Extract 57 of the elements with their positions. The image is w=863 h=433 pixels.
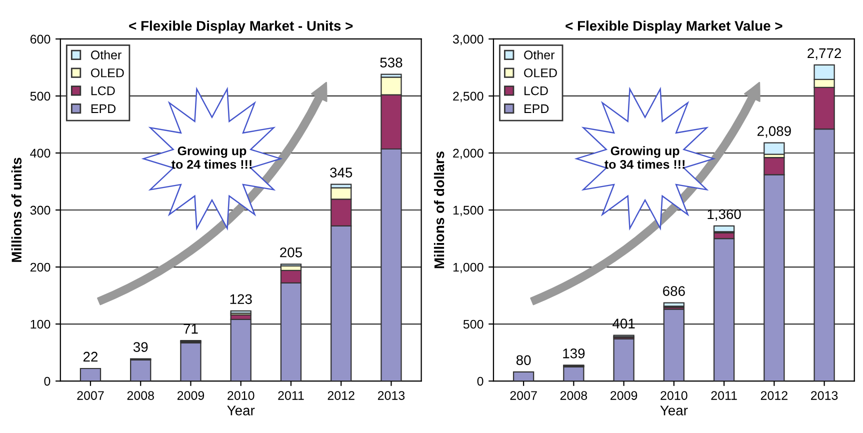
- x-tick-label: 2013: [378, 391, 405, 400]
- total-label: 2,089: [757, 126, 791, 138]
- y-tick-label: 200: [30, 262, 50, 272]
- y-tick-label: 2,000: [453, 148, 484, 160]
- legend-label: OLED: [524, 68, 557, 78]
- x-tick-label: 2010: [228, 391, 254, 400]
- legend-label: EPD: [524, 104, 549, 113]
- x-tick-label: 2007: [510, 391, 537, 400]
- y-tick-label: 500: [30, 92, 50, 101]
- y-tick-label: 2,500: [453, 92, 484, 102]
- total-label: 80: [516, 355, 531, 366]
- legend-label: LCD: [524, 86, 548, 96]
- total-label: 345: [330, 168, 352, 178]
- x-tick-label: 2012: [328, 391, 354, 400]
- y-axis-title: Millions of dollars: [434, 152, 444, 268]
- total-label: 205: [280, 247, 302, 258]
- x-tick-label: 2008: [560, 391, 588, 400]
- y-tick-label: 0: [44, 376, 50, 386]
- total-label: 39: [133, 342, 148, 352]
- y-tick-label: 0: [477, 376, 484, 386]
- y-tick-label: 1,500: [453, 206, 484, 216]
- legend-label: LCD: [91, 86, 115, 96]
- y-tick-label: 600: [30, 34, 50, 44]
- x-tick-label: 2012: [760, 391, 788, 400]
- y-tick-label: 400: [30, 148, 50, 158]
- legend-label: Other: [524, 50, 555, 60]
- y-tick-label: 100: [30, 320, 50, 329]
- x-tick-label: 2007: [77, 391, 104, 400]
- total-label: 538: [380, 58, 402, 68]
- x-tick-label: 2011: [711, 391, 737, 400]
- annotation: Growing up to 24 times !!!: [172, 146, 252, 169]
- total-label: 22: [83, 352, 98, 362]
- x-tick-label: 2009: [610, 391, 638, 400]
- x-tick-label: 2009: [177, 391, 204, 400]
- total-label: 123: [230, 294, 252, 304]
- total-label: 2,772: [808, 48, 841, 60]
- x-tick-label: 2013: [811, 391, 838, 400]
- legend-label: EPD: [91, 104, 116, 113]
- x-axis-title: Year: [227, 406, 255, 416]
- chart-title: < Flexible Display Market - Units >: [129, 20, 353, 34]
- x-tick-label: 2011: [278, 391, 304, 400]
- legend-label: Other: [91, 50, 122, 60]
- y-tick-label: 300: [30, 206, 50, 215]
- chart-title: < Flexible Display Market Value >: [566, 20, 782, 34]
- total-label: 686: [663, 286, 685, 296]
- x-tick-label: 2010: [660, 391, 688, 400]
- total-label: 139: [563, 348, 585, 358]
- y-tick-label: 500: [463, 320, 484, 329]
- y-tick-label: 3,000: [452, 34, 484, 46]
- legend-label: OLED: [91, 68, 124, 78]
- y-tick-label: 1,000: [453, 262, 484, 274]
- x-axis-title: Year: [660, 406, 688, 416]
- y-axis-title: Millions of units: [11, 158, 22, 262]
- annotation: Growing up to 34 times !!!: [604, 146, 684, 169]
- total-label: 71: [184, 324, 198, 334]
- x-tick-label: 2008: [127, 391, 154, 400]
- total-label: 1,360: [708, 209, 741, 221]
